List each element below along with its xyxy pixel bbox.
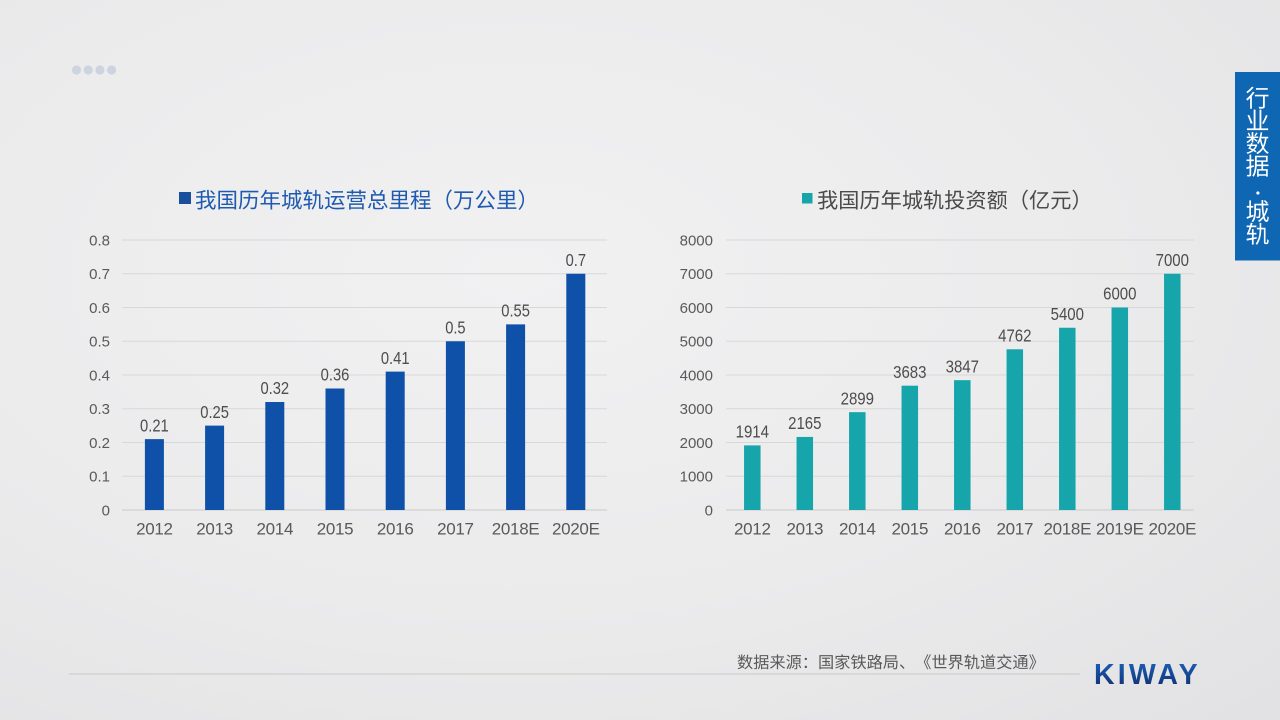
svg-text:2018E: 2018E <box>492 520 540 539</box>
svg-text:KIWAY: KIWAY <box>1094 659 1201 691</box>
svg-text:2018E: 2018E <box>1043 520 1091 539</box>
svg-text:2012: 2012 <box>734 520 771 539</box>
svg-text:4762: 4762 <box>998 325 1031 345</box>
svg-text:2015: 2015 <box>891 520 928 539</box>
svg-text:0.41: 0.41 <box>381 348 410 368</box>
svg-text:0.3: 0.3 <box>89 401 110 418</box>
svg-text:1914: 1914 <box>736 422 770 442</box>
svg-text:2012: 2012 <box>136 520 173 539</box>
svg-text:2015: 2015 <box>317 520 354 539</box>
svg-text:2020E: 2020E <box>552 520 600 539</box>
svg-text:0.6: 0.6 <box>89 300 110 317</box>
svg-text:0.21: 0.21 <box>140 415 169 435</box>
svg-text:2014: 2014 <box>256 520 293 539</box>
svg-text:2017: 2017 <box>437 520 474 539</box>
svg-text:0.4: 0.4 <box>89 367 110 384</box>
svg-text:2016: 2016 <box>377 520 414 539</box>
svg-text:0.55: 0.55 <box>501 301 530 321</box>
svg-text:0: 0 <box>705 502 713 519</box>
svg-text:7000: 7000 <box>1156 250 1189 270</box>
svg-text:2165: 2165 <box>788 413 821 433</box>
svg-text:2014: 2014 <box>839 520 876 539</box>
svg-text:0.25: 0.25 <box>200 402 229 422</box>
svg-text:6000: 6000 <box>1103 284 1136 304</box>
svg-text:0.36: 0.36 <box>321 365 350 385</box>
svg-text:0.2: 0.2 <box>89 435 110 452</box>
svg-text:0.32: 0.32 <box>260 378 289 398</box>
svg-text:2013: 2013 <box>196 520 233 539</box>
svg-text:6000: 6000 <box>680 300 713 317</box>
svg-text:0.1: 0.1 <box>89 469 110 486</box>
svg-text:2000: 2000 <box>680 435 713 452</box>
svg-text:4000: 4000 <box>680 367 713 384</box>
svg-text:2016: 2016 <box>944 520 981 539</box>
svg-text:2017: 2017 <box>996 520 1033 539</box>
svg-text:2899: 2899 <box>841 388 874 408</box>
svg-text:0.7: 0.7 <box>89 266 110 283</box>
svg-text:0.5: 0.5 <box>89 334 110 351</box>
svg-text:0.8: 0.8 <box>89 232 110 249</box>
svg-text:3000: 3000 <box>680 401 713 418</box>
svg-text:7000: 7000 <box>680 266 713 283</box>
svg-text:2013: 2013 <box>786 520 823 539</box>
svg-text:0: 0 <box>102 502 110 519</box>
svg-text:8000: 8000 <box>680 232 713 249</box>
svg-text:2020E: 2020E <box>1148 520 1196 539</box>
svg-text:5000: 5000 <box>680 334 713 351</box>
svg-text:5400: 5400 <box>1051 304 1084 324</box>
svg-text:0.7: 0.7 <box>566 250 586 270</box>
svg-text:2019E: 2019E <box>1096 520 1144 539</box>
svg-text:0.5: 0.5 <box>445 317 465 337</box>
svg-text:3683: 3683 <box>893 362 926 382</box>
svg-text:3847: 3847 <box>946 356 979 376</box>
svg-text:1000: 1000 <box>680 469 713 486</box>
